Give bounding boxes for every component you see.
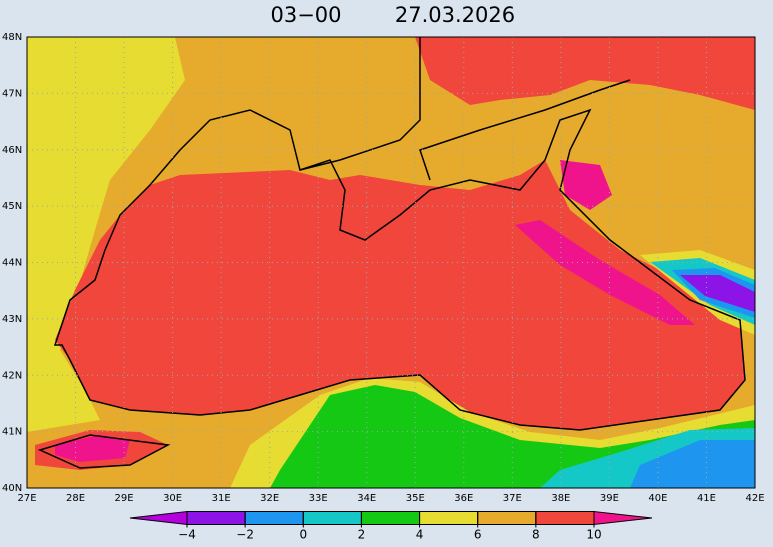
- lon-label: 28E: [66, 493, 85, 504]
- colorbar-label: 6: [474, 528, 482, 542]
- colorbar-label: 8: [532, 528, 540, 542]
- lon-label: 29E: [115, 493, 134, 504]
- lon-label: 41E: [697, 493, 716, 504]
- lon-label: 42E: [745, 493, 764, 504]
- map-field: [27, 37, 755, 488]
- lon-label: 39E: [600, 493, 619, 504]
- colorbar-end: [593, 510, 653, 526]
- lon-label: 30E: [163, 493, 182, 504]
- colorbar-label: −2: [236, 528, 254, 542]
- lon-label: 37E: [503, 493, 522, 504]
- colorbar-end: [129, 510, 188, 526]
- lon-label: 36E: [454, 493, 473, 504]
- colorbar-segment: [477, 511, 537, 525]
- colorbar-label: −4: [178, 528, 196, 542]
- lat-label: 40N: [2, 483, 22, 494]
- lon-label: 33E: [309, 493, 328, 504]
- lat-label: 47N: [2, 88, 22, 99]
- lat-label: 48N: [2, 32, 22, 43]
- colorbar-segment: [302, 511, 362, 525]
- lon-label: 34E: [357, 493, 376, 504]
- map-grid: [27, 37, 755, 488]
- colorbar-label: 0: [299, 528, 307, 542]
- colorbar-label: 10: [586, 528, 601, 542]
- lon-label: 38E: [551, 493, 570, 504]
- colorbar-segment: [244, 511, 304, 525]
- colorbar-segment: [419, 511, 479, 525]
- map-date: 27.03.2026: [395, 3, 515, 27]
- map-time: 03−00: [270, 3, 341, 27]
- colorbar-segment: [186, 511, 246, 525]
- lat-label: 41N: [2, 427, 22, 438]
- colorbar-segment: [535, 511, 595, 525]
- lat-label: 42N: [2, 370, 22, 381]
- lat-label: 44N: [2, 258, 22, 269]
- lon-label: 27E: [17, 493, 36, 504]
- colorbar-segment: [360, 511, 421, 525]
- colorbar-label: 2: [358, 528, 366, 542]
- lat-label: 45N: [2, 201, 22, 212]
- lon-label: 40E: [648, 493, 667, 504]
- lon-label: 31E: [212, 493, 231, 504]
- lon-label: 35E: [406, 493, 425, 504]
- lat-label: 43N: [2, 314, 22, 325]
- lat-label: 46N: [2, 145, 22, 156]
- lon-label: 32E: [260, 493, 279, 504]
- colorbar-label: 4: [416, 528, 424, 542]
- map-frame: [26, 36, 756, 489]
